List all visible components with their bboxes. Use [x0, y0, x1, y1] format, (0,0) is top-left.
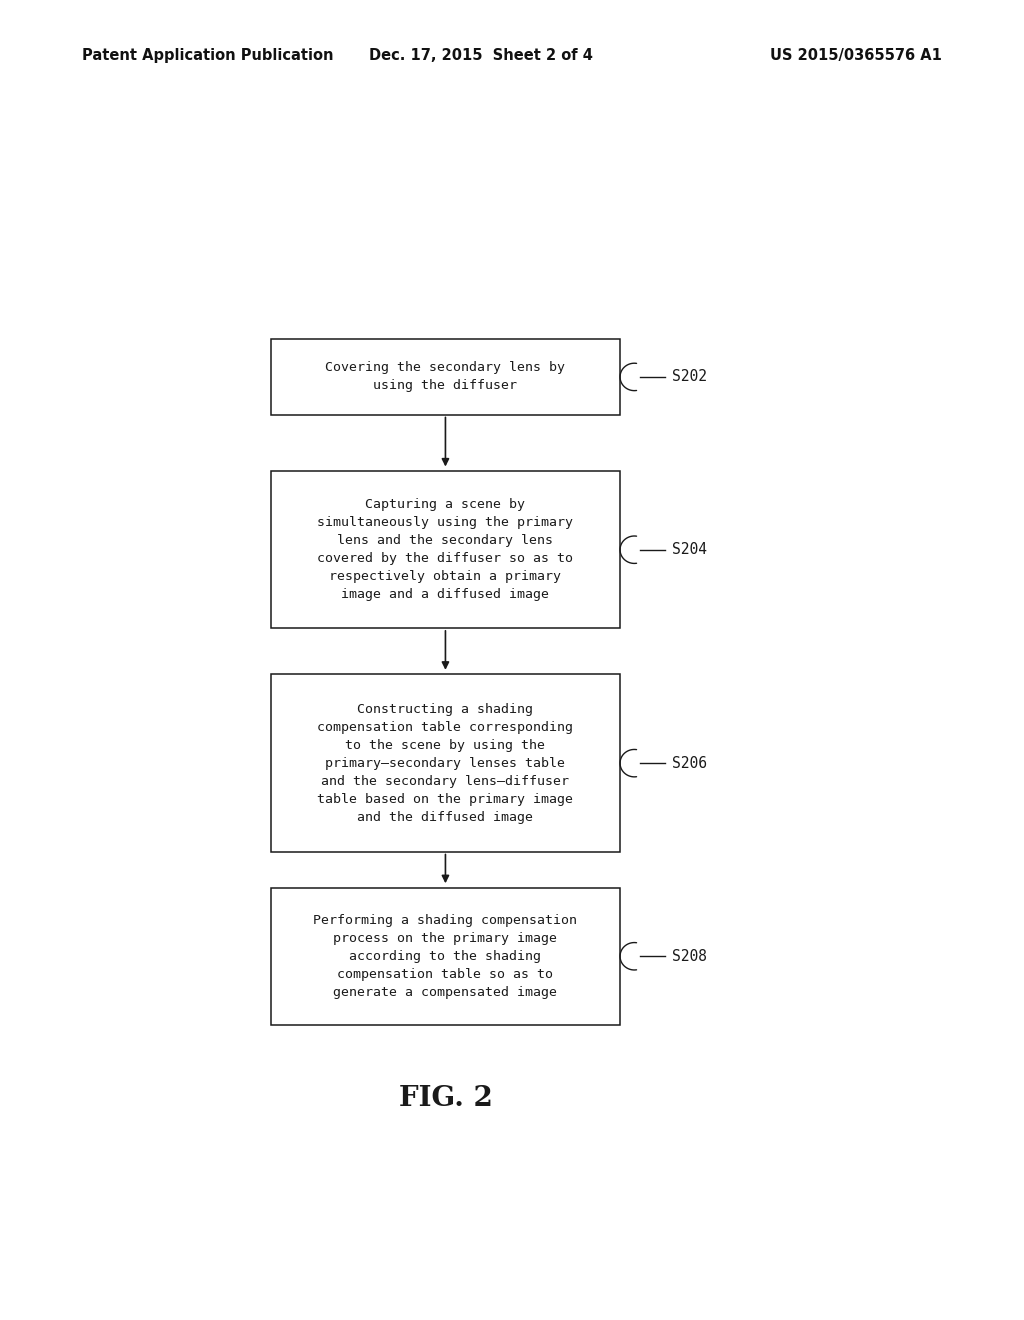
Text: S202: S202	[672, 370, 707, 384]
Text: FIG. 2: FIG. 2	[398, 1085, 493, 1111]
Text: S208: S208	[672, 949, 707, 964]
Bar	[270, 675, 620, 853]
Text: Capturing a scene by
simultaneously using the primary
lens and the secondary len: Capturing a scene by simultaneously usin…	[317, 498, 573, 601]
Text: Covering the secondary lens by
using the diffuser: Covering the secondary lens by using the…	[326, 362, 565, 392]
Text: US 2015/0365576 A1: US 2015/0365576 A1	[770, 48, 942, 63]
Text: S204: S204	[672, 543, 707, 557]
Text: Performing a shading compensation
process on the primary image
according to the : Performing a shading compensation proces…	[313, 913, 578, 999]
Bar	[270, 471, 620, 628]
Text: S206: S206	[672, 755, 707, 771]
Text: Patent Application Publication: Patent Application Publication	[82, 48, 334, 63]
Text: Constructing a shading
compensation table corresponding
to the scene by using th: Constructing a shading compensation tabl…	[317, 702, 573, 824]
Text: Dec. 17, 2015  Sheet 2 of 4: Dec. 17, 2015 Sheet 2 of 4	[370, 48, 593, 63]
Bar	[270, 339, 620, 414]
Bar	[270, 887, 620, 1024]
